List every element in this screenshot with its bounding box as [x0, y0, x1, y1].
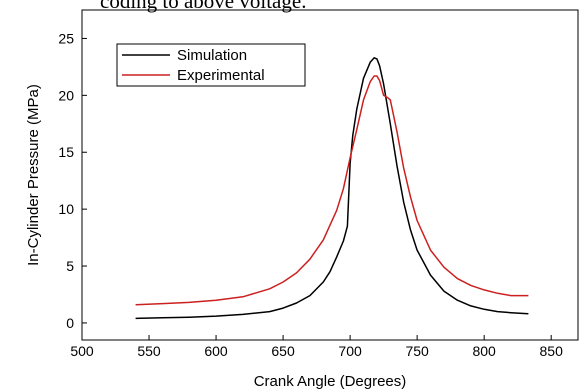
plot-frame — [81, 9, 579, 341]
x-tick-label: 800 — [472, 343, 496, 359]
plot-area: 500 550 600 650 700 750 800 850 0 5 10 15 20 25 — [58, 9, 579, 359]
legend-label-experimental: Experimental — [177, 67, 265, 84]
series-layer — [135, 57, 529, 320]
ticks-layer: 500 550 600 650 700 750 800 850 0 5 10 15 20 25 — [58, 30, 563, 359]
legend-box — [116, 43, 306, 87]
series-line-simulation — [135, 57, 529, 320]
x-tick-label: 850 — [540, 343, 564, 359]
y-axis-title: In-Cylinder Pressure (MPa) — [25, 84, 42, 266]
y-tick-label: 20 — [58, 87, 74, 103]
x-tick-label: 550 — [137, 343, 161, 359]
y-tick-label: 5 — [66, 258, 74, 274]
x-axis-title: Crank Angle (Degrees) — [254, 373, 407, 390]
x-tick-label: 650 — [271, 343, 295, 359]
series-line-experimental — [135, 75, 529, 306]
x-tick-label: 500 — [70, 343, 94, 359]
x-tick-label: 600 — [204, 343, 228, 359]
x-tick-label: 750 — [405, 343, 429, 359]
y-tick-label: 0 — [66, 315, 74, 331]
y-tick-label: 25 — [58, 30, 74, 46]
y-tick-label: 15 — [58, 144, 74, 160]
x-tick-label: 700 — [338, 343, 362, 359]
legend-label-simulation: Simulation — [177, 47, 247, 64]
legend: Simulation Experimental — [116, 43, 306, 87]
y-tick-label: 10 — [58, 201, 74, 217]
